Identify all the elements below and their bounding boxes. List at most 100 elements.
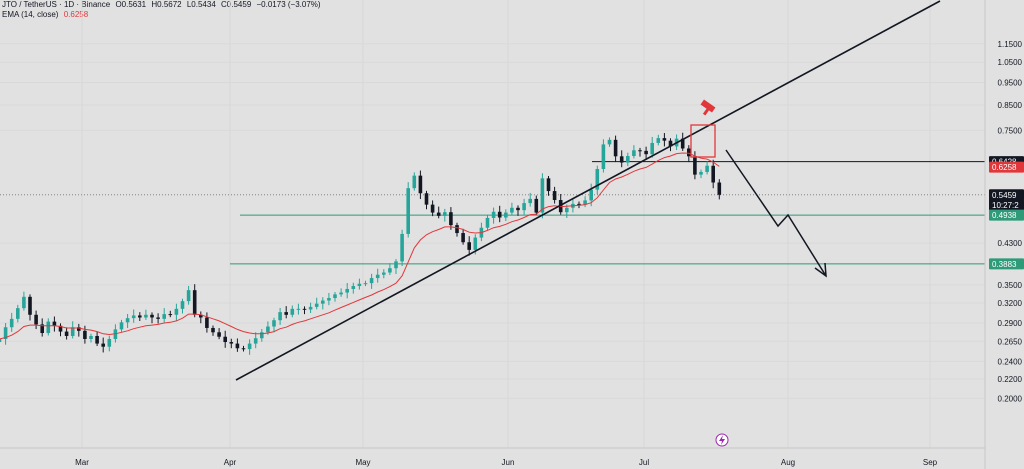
candle-body [705, 165, 709, 172]
price-badge-label: 0.4938 [992, 211, 1017, 220]
y-tick-label: 0.2650 [998, 337, 1023, 346]
y-tick-label: 0.3500 [998, 281, 1023, 290]
candle-body [656, 138, 661, 143]
ema-row: EMA (14, close) 0.6258 [2, 10, 324, 20]
candle-body [699, 171, 703, 175]
candle-body [260, 332, 264, 339]
candle-body [308, 306, 313, 310]
candle-body [144, 314, 148, 318]
candle-body [278, 312, 282, 321]
y-tick-label: 1.1500 [998, 40, 1023, 49]
candle-body [668, 140, 673, 147]
candle-body [534, 198, 539, 213]
price-badge-label: 0.6258 [992, 163, 1017, 172]
candle-body [613, 139, 618, 157]
high-value: H0.5672 [151, 0, 182, 9]
candle-body [125, 318, 130, 323]
candle-body [180, 301, 185, 309]
candle-body [412, 175, 417, 189]
candle-body [253, 338, 258, 344]
trend-drawings[interactable] [235, 0, 941, 381]
candle-body [510, 207, 514, 213]
price-badge [989, 189, 1024, 201]
x-tick-label: Jul [639, 458, 649, 467]
candle-body [516, 207, 520, 211]
x-tick-label: Sep [923, 458, 938, 467]
candle-body [119, 322, 124, 330]
y-tick-label: 0.7500 [998, 126, 1023, 135]
open-value: O0.5631 [115, 0, 147, 9]
x-tick-label: Aug [781, 458, 795, 467]
candle-body [34, 314, 38, 325]
price-badge [989, 161, 1024, 173]
candle-body [321, 300, 325, 304]
candle-body [284, 312, 288, 315]
price-badge-label: 0.3883 [992, 260, 1017, 269]
ema-label[interactable]: EMA (14, close) [2, 10, 59, 19]
y-tick-label: 0.4300 [998, 239, 1023, 248]
candle-body [369, 278, 374, 284]
y-tick-label: 0.2400 [998, 357, 1023, 366]
candle-body [314, 303, 319, 307]
candle-body [363, 283, 368, 285]
candle-body [552, 191, 557, 201]
candle-body [424, 193, 429, 205]
candle-body [345, 288, 349, 293]
candle-body [644, 150, 648, 155]
ohlc-row: JTO / TetherUS · 1D · Binance O0.5631 H0… [2, 0, 324, 10]
candle-body [650, 142, 654, 155]
price-badge [989, 199, 1024, 211]
breakdown-box [690, 124, 716, 158]
x-tick-label: Apr [224, 458, 237, 467]
candle-body [205, 317, 209, 328]
candle-body [357, 283, 362, 287]
candle-body [22, 296, 26, 309]
candle-body [449, 212, 453, 226]
candle-body [497, 211, 502, 218]
candle-body [9, 318, 14, 328]
price-axis[interactable]: 1.1500 1.0500 0.9500 0.8500 0.7500 0.4300 0.35… [984, 0, 1024, 469]
candle-body [607, 139, 612, 145]
candle-body [16, 308, 20, 319]
candle-body [491, 211, 496, 218]
candle-body [83, 330, 87, 339]
candle-body [717, 182, 722, 195]
candle-body [211, 327, 215, 333]
candle-body [138, 315, 142, 318]
candle-body [223, 336, 227, 343]
chart-header: JTO / TetherUS · 1D · Binance O0.5631 H0… [2, 0, 324, 20]
price-badge [989, 209, 1024, 221]
change-value: −0.0173 (−3.07%) [256, 0, 321, 9]
candle-body [0, 338, 2, 343]
candlesticks [0, 132, 722, 355]
symbol-title[interactable]: JTO / TetherUS · 1D · Binance [2, 0, 111, 9]
hammer-marker-head [700, 99, 716, 113]
candle-body [443, 212, 447, 216]
candle-body [95, 335, 99, 344]
candle-body [638, 150, 642, 152]
candle-body [400, 233, 404, 262]
candle-body [266, 326, 270, 333]
candle-body [339, 292, 343, 295]
candle-body [589, 189, 593, 201]
candle-body [235, 343, 240, 349]
time-axis[interactable]: Mar Apr May Jun Jul Aug Sep [0, 433, 985, 467]
candle-body [632, 150, 636, 157]
candle-body [485, 217, 490, 228]
candle-body [577, 203, 581, 205]
x-tick-label: Jun [502, 458, 515, 467]
ema-line [0, 152, 720, 340]
candle-body [40, 324, 44, 334]
price-badge-label: 0.5459 [992, 191, 1017, 200]
candle-body [565, 207, 569, 213]
candle-body [192, 290, 197, 315]
candle-body [168, 314, 173, 316]
candle-body [504, 212, 508, 218]
price-badge-label: 10:27:2 [992, 201, 1019, 210]
candle-body [455, 225, 459, 234]
candle-body [418, 175, 423, 194]
candle-body [229, 342, 234, 344]
candle-body [467, 242, 471, 250]
price-badge [989, 258, 1024, 270]
